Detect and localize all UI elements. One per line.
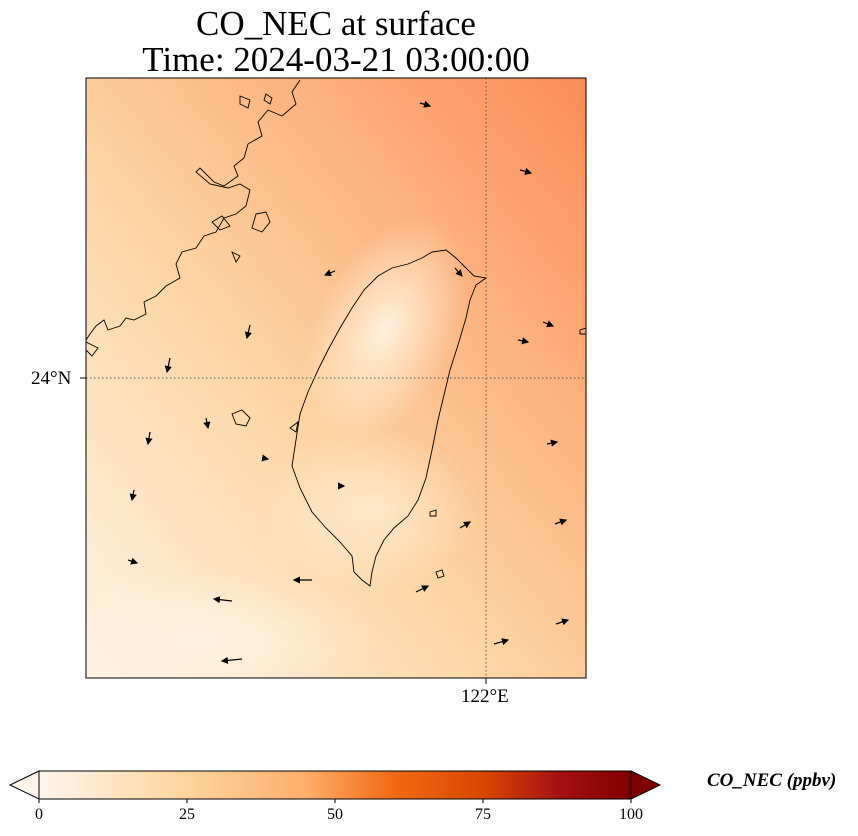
wind-arrow [454,267,463,277]
wind-arrow [493,638,510,646]
colorbar-tick-label: 0 [35,806,43,823]
colorbar-tick-label: 75 [475,806,491,823]
coastlines [86,79,586,587]
wind-arrow [554,518,568,526]
wind-arrow [203,417,211,430]
colorbar-tick-label: 25 [179,806,195,823]
map-title-line2: Time: 2024-03-21 03:00:00 [142,40,530,79]
wind-arrow [519,167,533,175]
colorbar-tick-label: 100 [619,806,643,823]
wind-arrow [212,596,233,604]
wind-arrow [323,269,336,277]
colorbar-extend-min [8,770,40,800]
gridlines [86,78,586,678]
taiwan-coastline [291,249,488,587]
wind-arrow [546,439,559,447]
latitude-label: 24°N [31,368,72,389]
wind-vectors [127,100,570,664]
wind-arrow [244,324,252,340]
colorbar [8,770,662,803]
wind-arrow [261,454,270,462]
wind-arrow [220,656,243,664]
wind-arrow [555,618,570,626]
longitude-label: 122°E [461,686,509,707]
map-title-line1: CO_NEC at surface [196,4,476,43]
wind-arrow [517,337,530,345]
wind-arrow [419,100,432,108]
colorbar-tick-label: 50 [327,806,343,823]
china-coastline [86,79,301,341]
colorbar-bar [38,770,632,800]
concentration-field [86,78,586,678]
wind-arrow [164,357,172,374]
colorbar-extend-max [630,770,662,800]
wind-arrow [127,557,139,565]
colorbar-label: CO_NEC (ppbv) [707,770,837,791]
wind-arrow [145,431,153,446]
wind-arrow [459,521,472,529]
wind-arrow [129,489,137,502]
wind-arrow [542,320,555,328]
wind-arrow [415,585,430,593]
